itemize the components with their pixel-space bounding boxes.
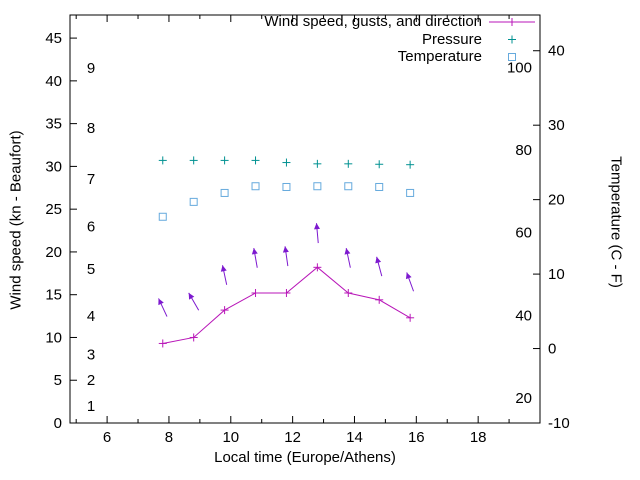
temperature-marker: [220, 188, 229, 197]
temperature-marker: [251, 182, 260, 191]
y-left-tick-label: 25: [45, 201, 62, 218]
f-tick-label: 100: [507, 59, 532, 76]
gust-arrow-head: [344, 248, 351, 255]
beaufort-label: 4: [87, 308, 95, 325]
legend-label-temperature: Temperature: [397, 48, 482, 65]
y-left-tick-label: 5: [54, 372, 62, 389]
temperature-marker: [344, 182, 353, 191]
y-left-tick-label: 15: [45, 287, 62, 304]
temperature-marker: [313, 182, 322, 191]
x-tick-label: 10: [222, 429, 239, 446]
gust-arrow-head: [188, 292, 195, 300]
legend-label-wind: Wind speed, gusts, and direction: [264, 13, 482, 30]
beaufort-label: 7: [87, 171, 95, 188]
gust-arrow-head: [314, 223, 321, 230]
legend-item-wind: Wind speed, gusts, and direction: [264, 13, 482, 31]
beaufort-label: 6: [87, 218, 95, 235]
legend-item-temperature: Temperature: [264, 48, 482, 66]
f-tick-label: 60: [515, 225, 532, 242]
f-tick-label: 80: [515, 142, 532, 159]
x-tick-label: 14: [346, 429, 363, 446]
temperature-marker: [189, 197, 198, 206]
y-left-tick-label: 0: [54, 415, 62, 432]
gust-arrow-head: [158, 298, 164, 306]
y-right-tick-label: 0: [548, 341, 556, 358]
y-left-tick-label: 10: [45, 329, 62, 346]
legend-label-pressure: Pressure: [421, 30, 482, 48]
y-left-tick-label: 35: [45, 116, 62, 133]
x-tick-label: 8: [165, 429, 173, 446]
temperature-marker: [158, 212, 167, 221]
x-tick-label: 12: [284, 429, 301, 446]
y-left-axis-title: Wind speed (kn - Beaufort): [7, 130, 25, 310]
temperature-marker: [282, 182, 291, 191]
beaufort-label: 2: [87, 372, 95, 389]
gust-arrow-head: [405, 272, 412, 280]
beaufort-label: 9: [87, 60, 95, 77]
y-right-axis-title: Temperature (C - F): [607, 156, 625, 288]
x-axis-title: Local time (Europe/Athens): [214, 449, 396, 466]
wind-speed-line: [162, 266, 411, 344]
y-right-tick-label: 10: [548, 266, 565, 283]
legend: Wind speed, gusts, and direction Pressur…: [264, 13, 482, 66]
temperature-marker: [375, 182, 384, 191]
y-right-tick-label: 40: [548, 43, 565, 60]
f-tick-label: 40: [515, 307, 532, 324]
y-right-tick-label: -10: [548, 415, 570, 432]
f-tick-label: 20: [515, 390, 532, 407]
y-left-tick-label: 20: [45, 244, 62, 261]
beaufort-label: 8: [87, 120, 95, 137]
y-left-tick-label: 45: [45, 30, 62, 47]
y-left-tick-label: 40: [45, 73, 62, 90]
beaufort-label: 1: [87, 398, 95, 415]
legend-item-pressure: Pressure: [264, 31, 482, 49]
y-right-tick-label: 30: [548, 117, 565, 134]
legend-temperature-marker-sample: [508, 53, 516, 61]
y-right-tick-label: 20: [548, 192, 565, 209]
plot-frame: [69, 14, 541, 424]
gust-arrow-head: [220, 265, 227, 272]
x-tick-label: 6: [103, 429, 111, 446]
x-tick-label: 18: [470, 429, 487, 446]
gust-arrow-head: [375, 256, 382, 264]
gust-arrow-head: [282, 246, 289, 253]
gust-arrow-head: [251, 248, 258, 255]
x-tick-label: 16: [408, 429, 425, 446]
y-left-tick-label: 30: [45, 158, 62, 175]
beaufort-label: 5: [87, 261, 95, 278]
temperature-marker: [406, 188, 415, 197]
beaufort-label: 3: [87, 347, 95, 364]
